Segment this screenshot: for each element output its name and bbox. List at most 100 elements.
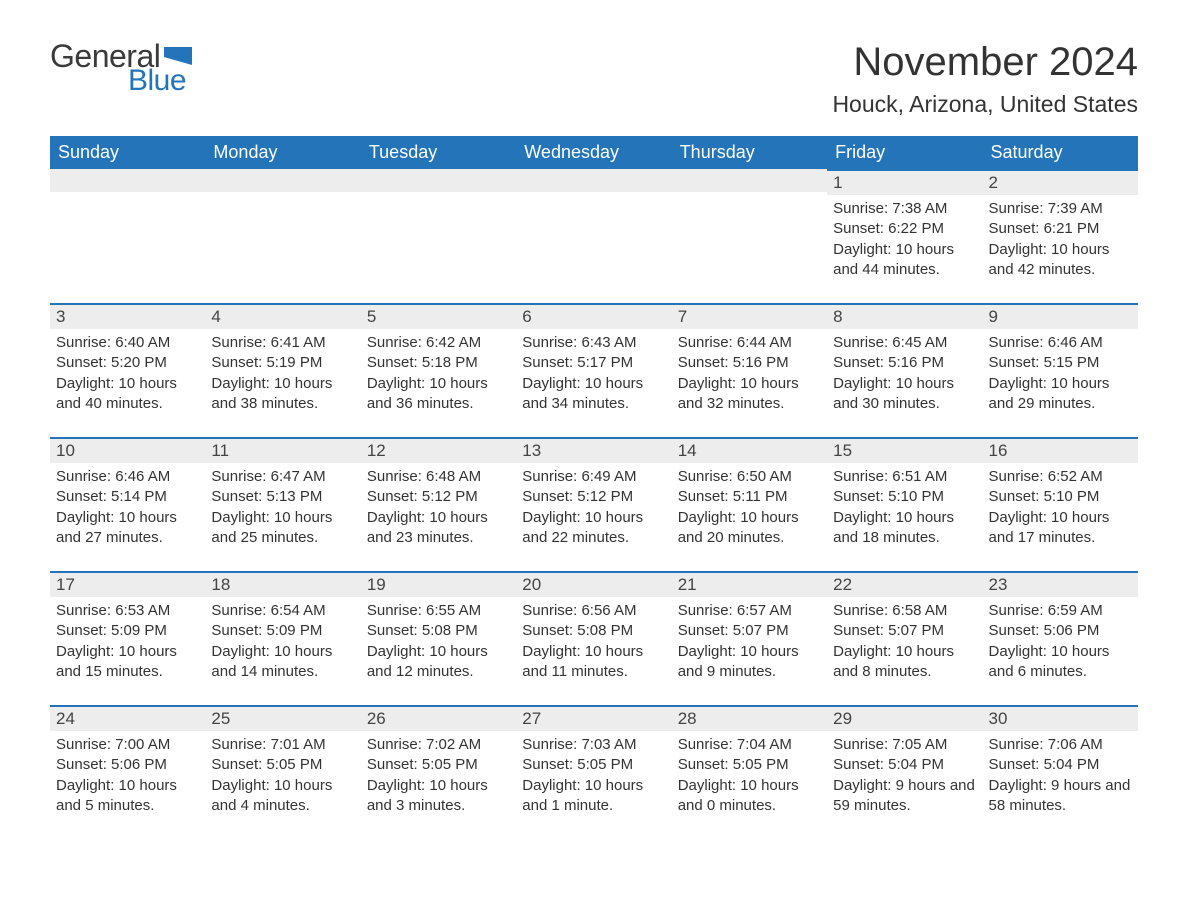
calendar-day: 15Sunrise: 6:51 AMSunset: 5:10 PMDayligh… bbox=[827, 437, 982, 571]
sunrise-line: Sunrise: 6:58 AM bbox=[833, 601, 976, 621]
calendar-day: 21Sunrise: 6:57 AMSunset: 5:07 PMDayligh… bbox=[672, 571, 827, 705]
sunset-line: Sunset: 5:04 PM bbox=[989, 755, 1132, 775]
sunrise-line: Sunrise: 6:42 AM bbox=[367, 333, 510, 353]
day-details: Sunrise: 7:01 AMSunset: 5:05 PMDaylight:… bbox=[205, 731, 360, 822]
sunrise-line: Sunrise: 6:45 AM bbox=[833, 333, 976, 353]
sunrise-line: Sunrise: 6:44 AM bbox=[678, 333, 821, 353]
sunset-line: Sunset: 5:09 PM bbox=[211, 621, 354, 641]
day-wrap: 3Sunrise: 6:40 AMSunset: 5:20 PMDaylight… bbox=[50, 303, 205, 420]
calendar-week: 24Sunrise: 7:00 AMSunset: 5:06 PMDayligh… bbox=[50, 705, 1138, 839]
sunrise-line: Sunrise: 7:00 AM bbox=[56, 735, 199, 755]
calendar-day: 22 Sunrise: 6:58 AMSunset: 5:07 PMDayligh… bbox=[827, 571, 982, 705]
day-details: Sunrise: 6:50 AMSunset: 5:11 PMDaylight:… bbox=[672, 463, 827, 554]
day-number: 10 bbox=[50, 439, 205, 463]
sunrise-line: Sunrise: 6:46 AM bbox=[56, 467, 199, 487]
sunset-line: Sunset: 5:19 PM bbox=[211, 353, 354, 373]
sunrise-line: Sunrise: 6:53 AM bbox=[56, 601, 199, 621]
calendar-day: 7Sunrise: 6:44 AMSunset: 5:16 PMDaylight… bbox=[672, 303, 827, 437]
sunset-line: Sunset: 5:20 PM bbox=[56, 353, 199, 373]
daylight-line: Daylight: 10 hours and 27 minutes. bbox=[56, 508, 199, 549]
sunset-line: Sunset: 5:05 PM bbox=[678, 755, 821, 775]
day-details: Sunrise: 6:43 AMSunset: 5:17 PMDaylight:… bbox=[516, 329, 671, 420]
calendar-day: 4Sunrise: 6:41 AMSunset: 5:19 PMDaylight… bbox=[205, 303, 360, 437]
weekday-header: Saturday bbox=[983, 136, 1138, 169]
day-wrap: 11Sunrise: 6:47 AMSunset: 5:13 PMDayligh… bbox=[205, 437, 360, 554]
weekday-header: Sunday bbox=[50, 136, 205, 169]
daylight-line: Daylight: 10 hours and 18 minutes. bbox=[833, 508, 976, 549]
weekday-header: Wednesday bbox=[516, 136, 671, 169]
calendar-day: 20Sunrise: 6:56 AMSunset: 5:08 PMDayligh… bbox=[516, 571, 671, 705]
calendar-week: 10Sunrise: 6:46 AMSunset: 5:14 PMDayligh… bbox=[50, 437, 1138, 571]
sunset-line: Sunset: 5:15 PM bbox=[989, 353, 1132, 373]
day-details: Sunrise: 6:52 AMSunset: 5:10 PMDaylight:… bbox=[983, 463, 1138, 554]
day-wrap: 1Sunrise: 7:38 AMSunset: 6:22 PMDaylight… bbox=[827, 169, 982, 286]
day-number: 2 bbox=[983, 171, 1138, 195]
header: General Blue November 2024 Houck, Arizon… bbox=[50, 40, 1138, 130]
page-title: November 2024 bbox=[832, 40, 1138, 85]
day-wrap: 23Sunrise: 6:59 AMSunset: 5:06 PMDayligh… bbox=[983, 571, 1138, 688]
day-number: 17 bbox=[50, 573, 205, 597]
sunset-line: Sunset: 5:07 PM bbox=[833, 621, 976, 641]
weekday-header: Friday bbox=[827, 136, 982, 169]
day-details: Sunrise: 6:48 AMSunset: 5:12 PMDaylight:… bbox=[361, 463, 516, 554]
day-number: 22 bbox=[827, 573, 982, 597]
day-number: 27 bbox=[516, 707, 671, 731]
calendar-day: 2Sunrise: 7:39 AMSunset: 6:21 PMDaylight… bbox=[983, 169, 1138, 303]
empty-day-strip bbox=[50, 169, 205, 192]
day-wrap: 16Sunrise: 6:52 AMSunset: 5:10 PMDayligh… bbox=[983, 437, 1138, 554]
sunset-line: Sunset: 5:06 PM bbox=[56, 755, 199, 775]
day-wrap: 27Sunrise: 7:03 AMSunset: 5:05 PMDayligh… bbox=[516, 705, 671, 822]
sunset-line: Sunset: 5:13 PM bbox=[211, 487, 354, 507]
sunset-line: Sunset: 5:08 PM bbox=[367, 621, 510, 641]
sunrise-line: Sunrise: 7:03 AM bbox=[522, 735, 665, 755]
sunrise-line: Sunrise: 7:05 AM bbox=[833, 735, 976, 755]
daylight-line: Daylight: 10 hours and 17 minutes. bbox=[989, 508, 1132, 549]
sunset-line: Sunset: 6:21 PM bbox=[989, 219, 1132, 239]
day-number: 11 bbox=[205, 439, 360, 463]
day-number: 14 bbox=[672, 439, 827, 463]
daylight-line: Daylight: 10 hours and 34 minutes. bbox=[522, 374, 665, 415]
calendar-day: 30Sunrise: 7:06 AMSunset: 5:04 PMDayligh… bbox=[983, 705, 1138, 839]
calendar-day: 3Sunrise: 6:40 AMSunset: 5:20 PMDaylight… bbox=[50, 303, 205, 437]
day-number: 16 bbox=[983, 439, 1138, 463]
sunrise-line: Sunrise: 6:56 AM bbox=[522, 601, 665, 621]
sunset-line: Sunset: 5:04 PM bbox=[833, 755, 976, 775]
calendar-day: 9Sunrise: 6:46 AMSunset: 5:15 PMDaylight… bbox=[983, 303, 1138, 437]
sunrise-line: Sunrise: 6:47 AM bbox=[211, 467, 354, 487]
day-wrap: 17Sunrise: 6:53 AMSunset: 5:09 PMDayligh… bbox=[50, 571, 205, 688]
day-wrap: 6Sunrise: 6:43 AMSunset: 5:17 PMDaylight… bbox=[516, 303, 671, 420]
day-wrap: 21Sunrise: 6:57 AMSunset: 5:07 PMDayligh… bbox=[672, 571, 827, 688]
weekday-header: Tuesday bbox=[361, 136, 516, 169]
day-wrap: 5Sunrise: 6:42 AMSunset: 5:18 PMDaylight… bbox=[361, 303, 516, 420]
day-wrap: 8Sunrise: 6:45 AMSunset: 5:16 PMDaylight… bbox=[827, 303, 982, 420]
daylight-line: Daylight: 10 hours and 23 minutes. bbox=[367, 508, 510, 549]
daylight-line: Daylight: 10 hours and 4 minutes. bbox=[211, 776, 354, 817]
day-number: 12 bbox=[361, 439, 516, 463]
calendar-day: 24Sunrise: 7:00 AMSunset: 5:06 PMDayligh… bbox=[50, 705, 205, 839]
sunset-line: Sunset: 5:12 PM bbox=[367, 487, 510, 507]
daylight-line: Daylight: 10 hours and 8 minutes. bbox=[833, 642, 976, 683]
day-number: 15 bbox=[827, 439, 982, 463]
brand-logo: General Blue bbox=[50, 40, 192, 96]
day-wrap: 15Sunrise: 6:51 AMSunset: 5:10 PMDayligh… bbox=[827, 437, 982, 554]
calendar-day: 29Sunrise: 7:05 AMSunset: 5:04 PMDayligh… bbox=[827, 705, 982, 839]
day-details: Sunrise: 7:06 AMSunset: 5:04 PMDaylight:… bbox=[983, 731, 1138, 822]
day-details: Sunrise: 7:00 AMSunset: 5:06 PMDaylight:… bbox=[50, 731, 205, 822]
day-details: Sunrise: 6:46 AMSunset: 5:14 PMDaylight:… bbox=[50, 463, 205, 554]
calendar-day: 1Sunrise: 7:38 AMSunset: 6:22 PMDaylight… bbox=[827, 169, 982, 303]
calendar-day-empty bbox=[50, 169, 205, 303]
sunrise-line: Sunrise: 6:54 AM bbox=[211, 601, 354, 621]
day-wrap: 29Sunrise: 7:05 AMSunset: 5:04 PMDayligh… bbox=[827, 705, 982, 822]
daylight-line: Daylight: 10 hours and 42 minutes. bbox=[989, 240, 1132, 281]
sunrise-line: Sunrise: 6:55 AM bbox=[367, 601, 510, 621]
day-number: 24 bbox=[50, 707, 205, 731]
calendar-day-empty bbox=[205, 169, 360, 303]
sunset-line: Sunset: 6:22 PM bbox=[833, 219, 976, 239]
daylight-line: Daylight: 10 hours and 15 minutes. bbox=[56, 642, 199, 683]
sunrise-line: Sunrise: 7:38 AM bbox=[833, 199, 976, 219]
sunset-line: Sunset: 5:14 PM bbox=[56, 487, 199, 507]
calendar-day: 14Sunrise: 6:50 AMSunset: 5:11 PMDayligh… bbox=[672, 437, 827, 571]
sunset-line: Sunset: 5:11 PM bbox=[678, 487, 821, 507]
calendar-day: 25Sunrise: 7:01 AMSunset: 5:05 PMDayligh… bbox=[205, 705, 360, 839]
sunset-line: Sunset: 5:17 PM bbox=[522, 353, 665, 373]
